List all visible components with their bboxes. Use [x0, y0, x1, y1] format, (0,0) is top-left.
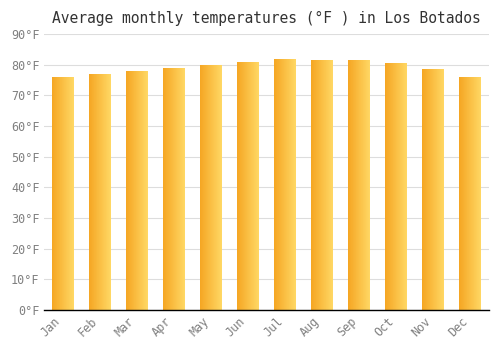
- Title: Average monthly temperatures (°F ) in Los Botados: Average monthly temperatures (°F ) in Lo…: [52, 11, 481, 26]
